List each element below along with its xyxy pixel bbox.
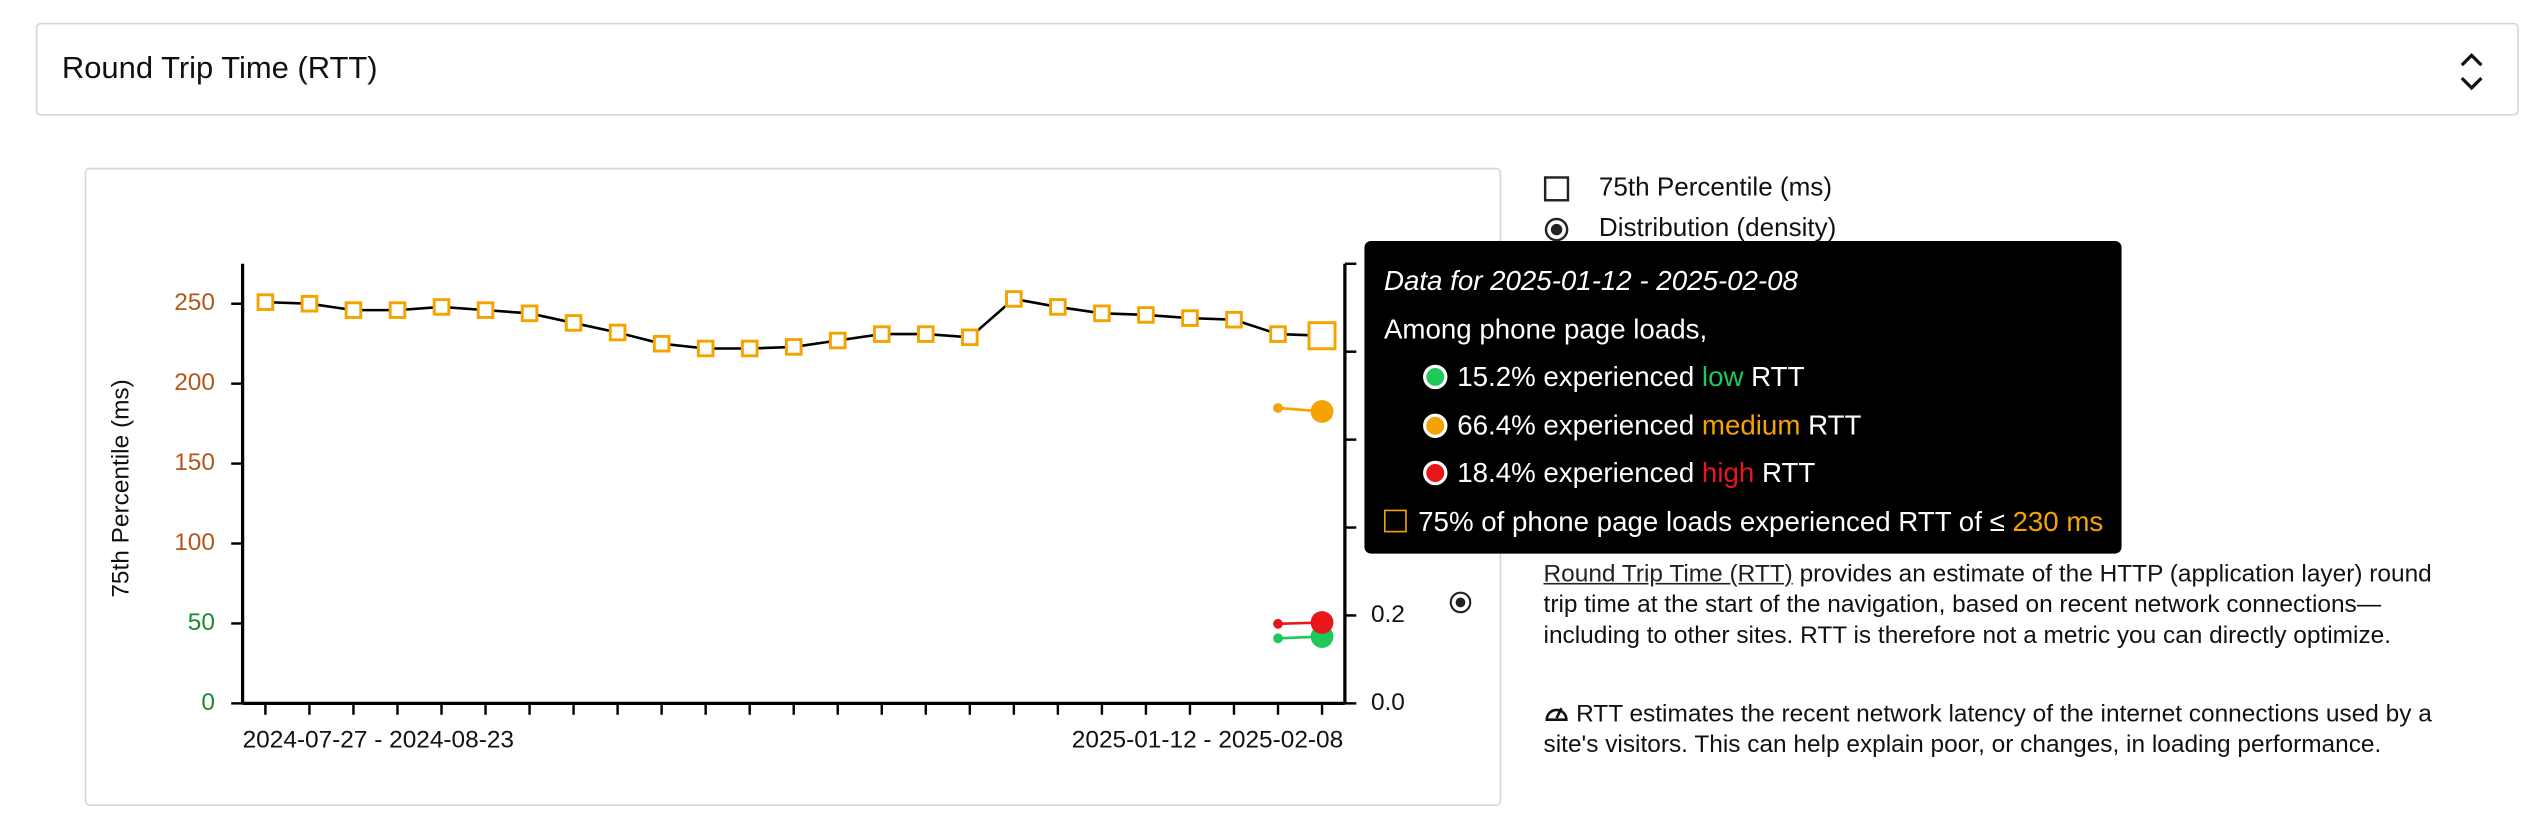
gauge-icon bbox=[1545, 707, 1568, 721]
density-point bbox=[1273, 633, 1283, 644]
description-text: provides an estimate of the HTTP (applic… bbox=[1543, 560, 2432, 650]
legend-item[interactable]: 75th Percentile (ms) bbox=[1543, 174, 1833, 203]
select-chevrons bbox=[2460, 53, 2483, 91]
legend-radio bbox=[1544, 217, 1569, 242]
percentile-point bbox=[917, 325, 935, 343]
note-text: RTT estimates the recent network latency… bbox=[1543, 700, 2432, 759]
y-tick-label: 150 bbox=[174, 449, 215, 476]
tooltip-row: 15.2% experienced low RTT bbox=[1384, 353, 2102, 401]
density-point bbox=[1273, 618, 1283, 629]
percentile-point bbox=[1307, 321, 1337, 351]
legend-item[interactable]: Distribution (density) bbox=[1544, 214, 1837, 244]
percentile-point bbox=[784, 338, 803, 356]
percentile-point bbox=[1269, 325, 1287, 343]
tooltip-summary: 75% of phone page loads experienced RTT … bbox=[1383, 497, 2104, 545]
percentile-point bbox=[1005, 290, 1023, 308]
density-point bbox=[1310, 611, 1334, 634]
legend-label: 75th Percentile (ms) bbox=[1598, 174, 1833, 202]
x-tick-label: 2025-01-12 - 2025-02-08 bbox=[1072, 726, 1343, 753]
tooltip-dot bbox=[1423, 364, 1448, 390]
y2-tick-label: 0.2 bbox=[1371, 601, 1405, 628]
percentile-point bbox=[608, 323, 627, 342]
tooltip-text: 75% of phone page loads experienced RTT … bbox=[1418, 505, 2005, 537]
tooltip-level: high bbox=[1701, 457, 1755, 489]
percentile-point bbox=[388, 301, 407, 319]
tooltip-row: 18.4% experienced high RTT bbox=[1384, 449, 2102, 497]
density-point bbox=[1310, 400, 1334, 423]
tooltip-dot bbox=[1423, 412, 1448, 438]
tooltip-level: low bbox=[1701, 361, 1744, 393]
tooltip-intro: Among phone page loads, bbox=[1383, 313, 1708, 345]
percentile-point bbox=[432, 298, 451, 316]
y-tick-label: 200 bbox=[174, 369, 215, 396]
tooltip-square bbox=[1383, 508, 1407, 532]
tooltip-text: RTT bbox=[1751, 361, 1805, 393]
x-tick-label: 2024-07-27 - 2024-08-23 bbox=[243, 726, 514, 753]
y-tick-label: 0 bbox=[201, 689, 215, 716]
description: Round Trip Time (RTT) provides an estima… bbox=[1544, 558, 2464, 651]
y-tick-label: 100 bbox=[174, 529, 215, 556]
percentile-point bbox=[520, 304, 539, 323]
percentile-point bbox=[1181, 309, 1199, 327]
metric-select[interactable]: Round Trip Time (RTT) bbox=[35, 22, 2519, 116]
tooltip-text: RTT bbox=[1808, 409, 1862, 441]
tooltip-text: 15.2% experienced bbox=[1457, 361, 1695, 393]
percentile-point bbox=[696, 339, 715, 358]
percentile-point bbox=[652, 334, 671, 353]
tooltip-title: Data for 2025-01-12 - 2025-02-08 bbox=[1383, 265, 1798, 297]
tooltip-text: 66.4% experienced bbox=[1457, 409, 1695, 441]
percentile-point bbox=[828, 331, 847, 350]
y-tick-label: 50 bbox=[188, 609, 215, 636]
percentile-point bbox=[1049, 298, 1067, 316]
select-label: Round Trip Time (RTT) bbox=[61, 52, 378, 87]
tooltip-level: medium bbox=[1701, 409, 1801, 441]
y2-axis-title-icon-dot bbox=[1455, 597, 1466, 608]
density-point bbox=[1273, 403, 1283, 413]
percentile-point bbox=[476, 301, 495, 319]
tooltip: Data for 2025-01-12 - 2025-02-08 Among p… bbox=[1364, 240, 2122, 554]
percentile-point bbox=[344, 301, 363, 319]
y-tick-label: 250 bbox=[174, 289, 215, 316]
tooltip-row: 66.4% experienced medium RTT bbox=[1384, 401, 2102, 449]
percentile-point bbox=[740, 339, 759, 358]
note: RTT estimates the recent network latency… bbox=[1544, 698, 2464, 760]
percentile-point bbox=[564, 314, 583, 332]
percentile-point bbox=[1093, 304, 1111, 323]
percentile-point bbox=[300, 294, 319, 313]
percentile-point bbox=[1137, 306, 1155, 324]
y2-tick-label: 0.0 bbox=[1371, 689, 1405, 716]
legend-label: Distribution (density) bbox=[1598, 214, 1837, 243]
percentile-point bbox=[872, 325, 891, 343]
tooltip-text: 18.4% experienced bbox=[1457, 457, 1695, 489]
metric-link[interactable]: Round Trip Time (RTT) bbox=[1543, 560, 1793, 588]
percentile-point bbox=[1225, 310, 1243, 329]
legend-square bbox=[1543, 176, 1570, 202]
percentile-point bbox=[961, 328, 979, 347]
y-axis-title-text: 75th Percentile (ms) bbox=[108, 379, 135, 597]
tooltip-dot bbox=[1423, 460, 1448, 486]
y-axis-title: 75th Percentile (ms) bbox=[108, 379, 135, 597]
percentile-point bbox=[256, 293, 275, 311]
tooltip-value: 230 ms bbox=[2012, 505, 2104, 537]
tooltip-text: RTT bbox=[1761, 457, 1816, 489]
